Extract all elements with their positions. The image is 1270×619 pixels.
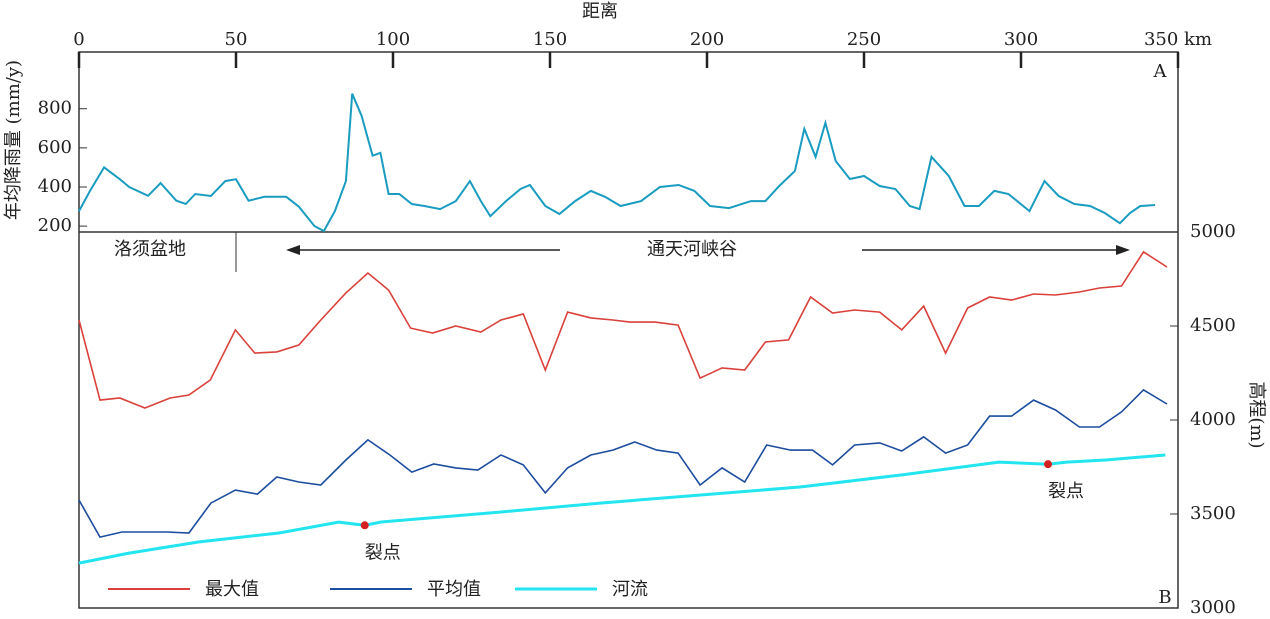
- x-tick-label: 100: [376, 29, 410, 50]
- knickpoint: [1044, 460, 1053, 469]
- line: [78, 250, 1168, 409]
- knickpoint-label: 裂点: [1048, 481, 1084, 502]
- plot-frame: [78, 51, 1179, 609]
- y-tick-label: 400: [38, 176, 72, 197]
- y-tick-label: 800: [38, 98, 72, 119]
- annotation: 通天河峡谷: [647, 239, 737, 260]
- x-tick-label: 150: [533, 29, 567, 50]
- x-tick-label: 350 km: [1144, 29, 1212, 50]
- panel-label: B: [1158, 587, 1171, 608]
- legend-label: 平均值: [427, 579, 481, 600]
- knickpoint-label: 裂点: [365, 542, 401, 563]
- knickpoint: [360, 521, 369, 530]
- line: [78, 453, 1166, 565]
- legend-label: 最大值: [205, 579, 259, 600]
- x-axis-title: 距离: [582, 1, 618, 22]
- line: [78, 388, 1168, 539]
- y-tick-label: 3500: [1190, 503, 1236, 524]
- line: [78, 93, 1156, 233]
- arrow-head: [1116, 245, 1130, 255]
- x-tick-label: 200: [690, 29, 724, 50]
- arrow-head: [286, 245, 300, 255]
- x-tick-label: 50: [225, 29, 248, 50]
- y-tick-label: 3000: [1190, 597, 1236, 618]
- y-tick-label: 5000: [1190, 221, 1236, 242]
- y-tick-label: 200: [38, 215, 72, 236]
- annotation: 洛须盆地: [114, 239, 186, 260]
- x-tick-label: 0: [73, 29, 84, 50]
- panel-label: A: [1153, 61, 1168, 82]
- y-axis-title: 高程(m): [1246, 381, 1267, 448]
- y-tick-label: 4000: [1190, 409, 1236, 430]
- y-tick-label: 4500: [1190, 315, 1236, 336]
- y-axis-title: 年均降雨量 (mm/y): [3, 60, 24, 220]
- x-tick-label: 300: [1004, 29, 1038, 50]
- legend-label: 河流: [612, 579, 648, 600]
- x-tick-label: 250: [847, 29, 881, 50]
- y-tick-label: 600: [38, 137, 72, 158]
